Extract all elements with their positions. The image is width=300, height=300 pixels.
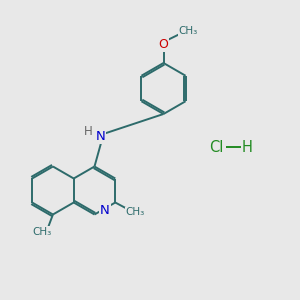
Text: N: N (100, 203, 110, 217)
Text: H: H (242, 140, 253, 154)
Text: N: N (96, 130, 105, 143)
Text: O: O (159, 38, 168, 51)
Text: H: H (83, 124, 92, 138)
Text: Cl: Cl (209, 140, 223, 154)
Text: CH₃: CH₃ (33, 227, 52, 237)
Text: CH₃: CH₃ (179, 26, 198, 37)
Text: CH₃: CH₃ (125, 207, 145, 218)
